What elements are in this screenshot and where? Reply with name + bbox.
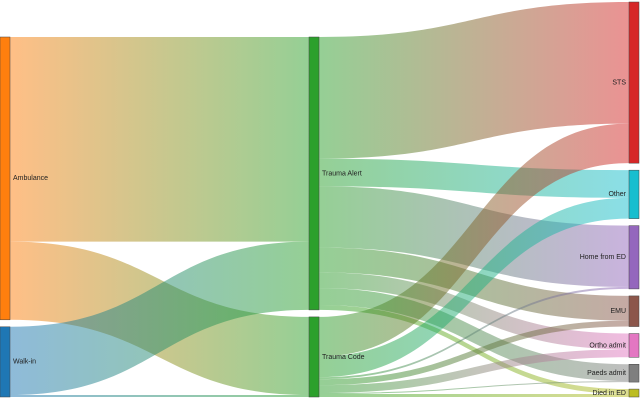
link — [10, 37, 309, 242]
node — [308, 316, 320, 398]
link — [319, 394, 629, 397]
links — [10, 2, 629, 397]
node — [628, 333, 640, 358]
node — [628, 1, 640, 164]
node-label: Died in ED — [593, 390, 626, 397]
node — [628, 364, 640, 383]
node — [628, 388, 640, 398]
link — [319, 2, 629, 159]
link — [10, 241, 309, 396]
node — [628, 295, 640, 327]
link — [319, 349, 629, 394]
node-label: STS — [612, 79, 626, 86]
node-label: Other — [608, 191, 626, 198]
node-label: Home from ED — [580, 254, 626, 261]
node — [628, 225, 640, 290]
node-label: Ortho admit — [589, 342, 626, 349]
link — [319, 320, 629, 386]
node — [0, 36, 11, 321]
node-label: EMU — [610, 308, 626, 315]
node-label: Walk-in — [13, 359, 36, 366]
node-label: Paeds admit — [587, 370, 626, 377]
link — [319, 197, 629, 378]
node — [308, 36, 320, 311]
link — [319, 123, 629, 357]
node-label: Trauma Code — [322, 354, 365, 361]
link — [319, 304, 629, 395]
node — [0, 326, 11, 398]
node — [628, 169, 640, 219]
node-label: Trauma Alert — [322, 170, 362, 177]
link — [10, 395, 309, 397]
link — [319, 286, 629, 380]
node-label: Ambulance — [13, 175, 48, 182]
link — [319, 381, 629, 395]
link — [319, 158, 629, 198]
